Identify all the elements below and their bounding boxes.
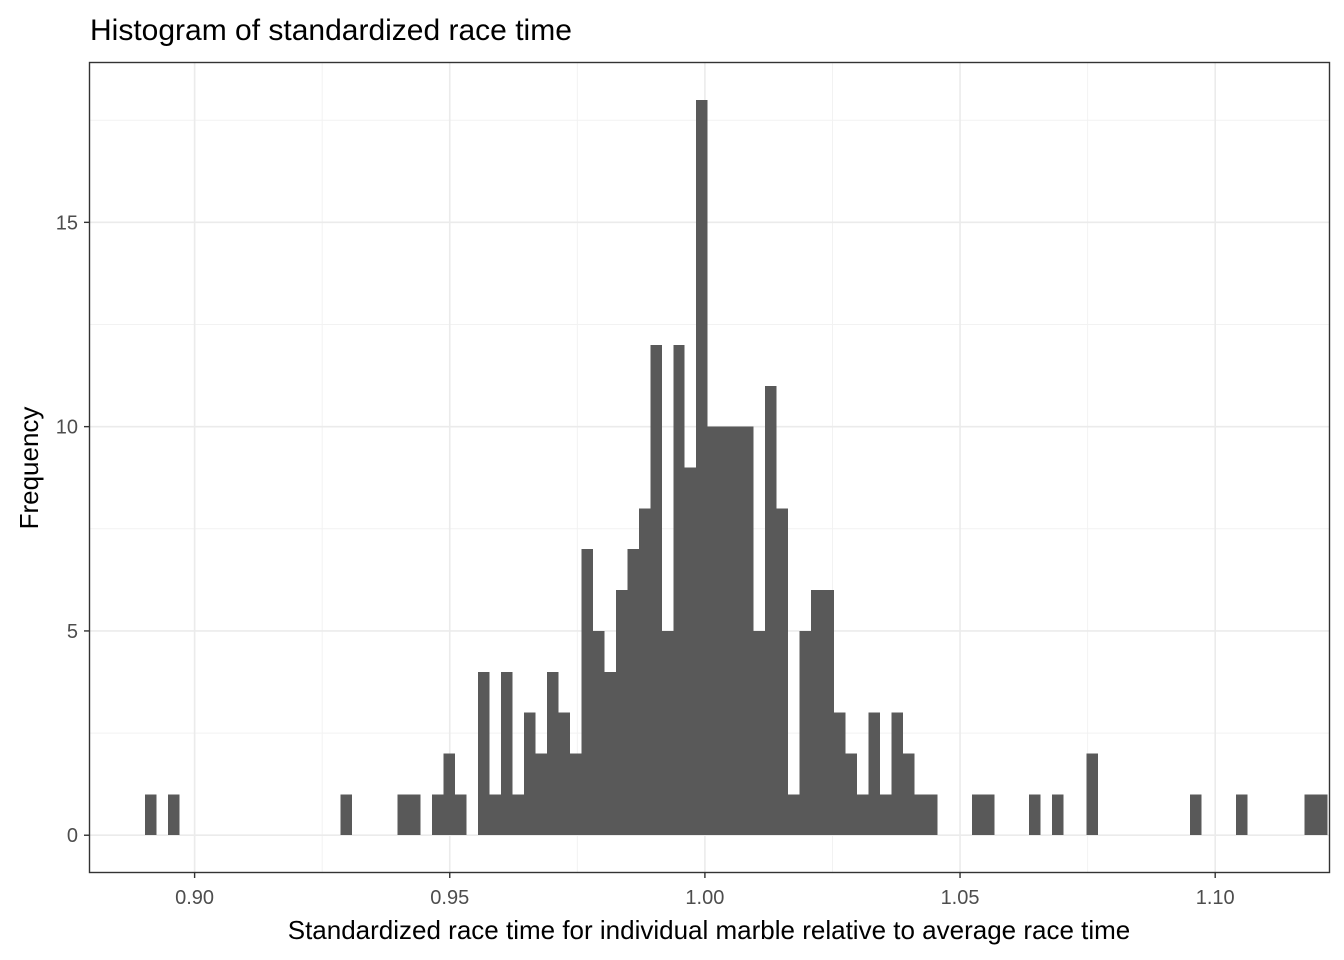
histogram-bar xyxy=(834,712,846,836)
histogram-bar xyxy=(168,794,180,836)
histogram-bar xyxy=(1316,794,1328,836)
histogram-bar xyxy=(799,630,812,836)
histogram-bar xyxy=(1235,794,1248,836)
histogram-bar xyxy=(558,712,570,836)
histogram-bar xyxy=(489,794,502,836)
histogram-bar xyxy=(592,630,605,836)
x-tick-label: 0.95 xyxy=(430,887,469,909)
histogram-bar xyxy=(535,753,547,836)
histogram-bar xyxy=(673,344,685,836)
histogram-bar xyxy=(397,794,410,836)
x-axis: 0.90 0.95 1.00 1.05 1.10 xyxy=(175,872,1235,909)
histogram-bar xyxy=(707,426,720,836)
histogram-bar xyxy=(776,508,789,836)
histogram-bar xyxy=(914,794,926,836)
x-tick-label: 1.10 xyxy=(1196,887,1235,909)
histogram-bar xyxy=(1189,794,1202,836)
histogram-bar xyxy=(432,794,444,836)
histogram-bar xyxy=(696,99,708,836)
chart-title: Histogram of standardized race time xyxy=(90,14,572,47)
histogram-bar xyxy=(788,794,800,836)
histogram-bar xyxy=(868,712,880,836)
histogram-bar xyxy=(661,630,674,836)
histogram-bar xyxy=(1052,794,1064,836)
histogram-bar xyxy=(340,794,352,836)
histogram-bar xyxy=(856,794,869,836)
histogram-bar xyxy=(512,794,524,836)
histogram-bar xyxy=(925,794,938,836)
x-tick-label: 1.05 xyxy=(941,887,980,909)
histogram-bar xyxy=(1029,794,1041,836)
histogram-bar xyxy=(455,794,467,836)
histogram-bar xyxy=(822,590,834,836)
y-tick-label: 0 xyxy=(67,825,78,847)
histogram-bar xyxy=(145,794,157,836)
histogram-bar xyxy=(891,712,903,836)
histogram-bar xyxy=(845,753,857,836)
x-tick-label: 1.00 xyxy=(685,887,724,909)
histogram-bar xyxy=(501,671,513,836)
histogram-bar xyxy=(615,590,628,836)
histogram-bar xyxy=(983,794,995,836)
histogram-bar xyxy=(765,385,777,836)
histogram-bar xyxy=(902,753,915,836)
histogram-bar xyxy=(569,753,582,836)
histogram-bar xyxy=(742,426,754,836)
histogram-bar xyxy=(650,344,662,836)
y-tick-label: 10 xyxy=(56,417,78,439)
histogram-bar xyxy=(409,794,421,836)
histogram-bar xyxy=(627,549,639,836)
y-tick-label: 5 xyxy=(67,621,78,643)
histogram-bar xyxy=(811,590,823,836)
x-axis-title: Standardized race time for individual ma… xyxy=(288,915,1131,945)
histogram-bar xyxy=(581,549,593,836)
histogram-bar xyxy=(524,712,536,836)
x-tick-label: 0.90 xyxy=(175,887,214,909)
y-axis-title: Frequency xyxy=(14,407,44,530)
histogram-bar xyxy=(1086,753,1099,836)
histogram-bar xyxy=(478,671,490,836)
histogram-bar xyxy=(546,671,559,836)
plot-panel-border xyxy=(88,61,1331,874)
y-tick-label: 15 xyxy=(56,212,78,234)
histogram-bar xyxy=(730,426,743,836)
histogram-bar xyxy=(879,794,892,836)
histogram-bar xyxy=(604,671,616,836)
y-axis: 0 5 10 15 xyxy=(56,212,90,847)
histogram-bar xyxy=(1304,794,1317,836)
bars-layer xyxy=(145,99,1328,836)
histogram-bar xyxy=(971,794,984,836)
histogram-bar xyxy=(638,508,651,836)
histogram-bar xyxy=(719,426,731,836)
histogram-bar xyxy=(753,630,766,836)
histogram-bar xyxy=(443,753,456,836)
histogram-bar xyxy=(684,467,697,836)
